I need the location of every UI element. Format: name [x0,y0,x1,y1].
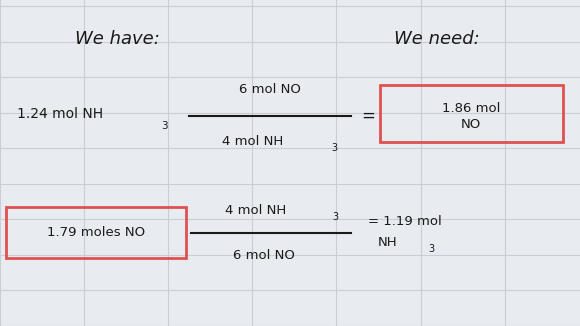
Text: 3: 3 [161,121,168,130]
Text: 3: 3 [332,143,338,153]
Text: NH: NH [378,236,398,249]
Text: 1.79 moles NO: 1.79 moles NO [46,226,145,239]
Text: 6 mol NO: 6 mol NO [233,249,295,262]
Text: 1.86 mol: 1.86 mol [442,102,500,115]
Text: 1.24 mol NH: 1.24 mol NH [17,107,103,121]
Text: 3: 3 [428,244,434,254]
Text: =: = [361,107,375,125]
Text: 4 mol NH: 4 mol NH [222,135,283,148]
Text: We need:: We need: [394,30,480,48]
Text: We have:: We have: [75,30,160,48]
Text: = 1.19 mol: = 1.19 mol [368,215,442,228]
Text: 6 mol NO: 6 mol NO [239,83,300,96]
Text: 3: 3 [332,212,339,222]
Text: NO: NO [461,118,481,131]
Text: 4 mol NH: 4 mol NH [224,204,286,217]
